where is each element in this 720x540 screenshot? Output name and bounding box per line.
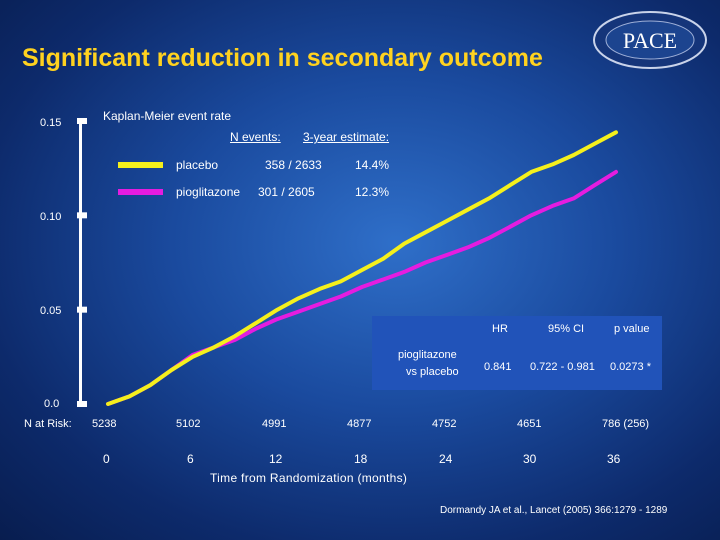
legend-events-placebo: 358 / 2633: [265, 158, 322, 172]
legend-estimate-placebo: 14.4%: [355, 158, 390, 172]
at-risk-count: 4651: [517, 418, 542, 430]
hazard-ratio-panel: [372, 316, 662, 390]
at-risk-label: N at Risk:: [24, 418, 72, 430]
at-risk-count: 786 (256): [602, 418, 650, 430]
p-value: 0.0273 *: [610, 361, 651, 373]
legend-events-pioglitazone: 301 / 2605: [258, 185, 315, 199]
hr-header: HR: [492, 323, 508, 335]
x-tick-label: 6: [187, 452, 194, 466]
citation: Dormandy JA et al., Lancet (2005) 366:12…: [440, 505, 668, 516]
logo-text: PACE: [623, 28, 677, 53]
y-tick-label: 0.15: [40, 117, 62, 129]
x-tick-label: 36: [607, 452, 621, 466]
y-tick-mark: [77, 212, 87, 219]
y-tick-label: 0.0: [44, 398, 60, 410]
at-risk-count: 5238: [92, 418, 117, 430]
at-risk-count: 5102: [176, 418, 201, 430]
y-tick-label: 0.10: [40, 211, 62, 223]
at-risk-count: 4752: [432, 418, 457, 430]
p-value-header: p value: [614, 323, 650, 335]
comparison-label-line2: vs placebo: [406, 366, 459, 378]
x-tick-label: 30: [523, 452, 537, 466]
legend-header-estimate: 3-year estimate:: [303, 130, 390, 144]
legend-label-pioglitazone: pioglitazone: [176, 185, 241, 199]
comparison-label-line1: pioglitazone: [398, 349, 457, 361]
slide-title: Significant reduction in secondary outco…: [22, 44, 543, 72]
hr-value: 0.841: [484, 361, 512, 373]
pace-logo: PACE: [593, 11, 707, 69]
y-tick-mark: [77, 401, 87, 407]
series-line-placebo: [106, 130, 618, 406]
x-tick-label: 12: [269, 452, 283, 466]
y-tick-label: 0.05: [40, 305, 62, 317]
x-tick-label: 24: [439, 452, 453, 466]
legend-label-placebo: placebo: [176, 158, 219, 172]
legend-estimate-pioglitazone: 12.3%: [355, 185, 390, 199]
ci-value: 0.722 - 0.981: [530, 361, 595, 373]
y-tick-mark: [77, 306, 87, 313]
y-tick-mark: [77, 118, 87, 124]
legend-header-events: N events:: [230, 130, 281, 144]
at-risk-count: 4991: [262, 418, 287, 430]
x-axis-title: Time from Randomization (months): [210, 471, 408, 485]
x-tick-label: 0: [103, 452, 110, 466]
at-risk-count: 4877: [347, 418, 372, 430]
chart-title: Kaplan-Meier event rate: [103, 109, 232, 123]
x-tick-label: 18: [354, 452, 368, 466]
y-axis-line: [79, 121, 82, 404]
ci-header: 95% CI: [548, 323, 585, 335]
